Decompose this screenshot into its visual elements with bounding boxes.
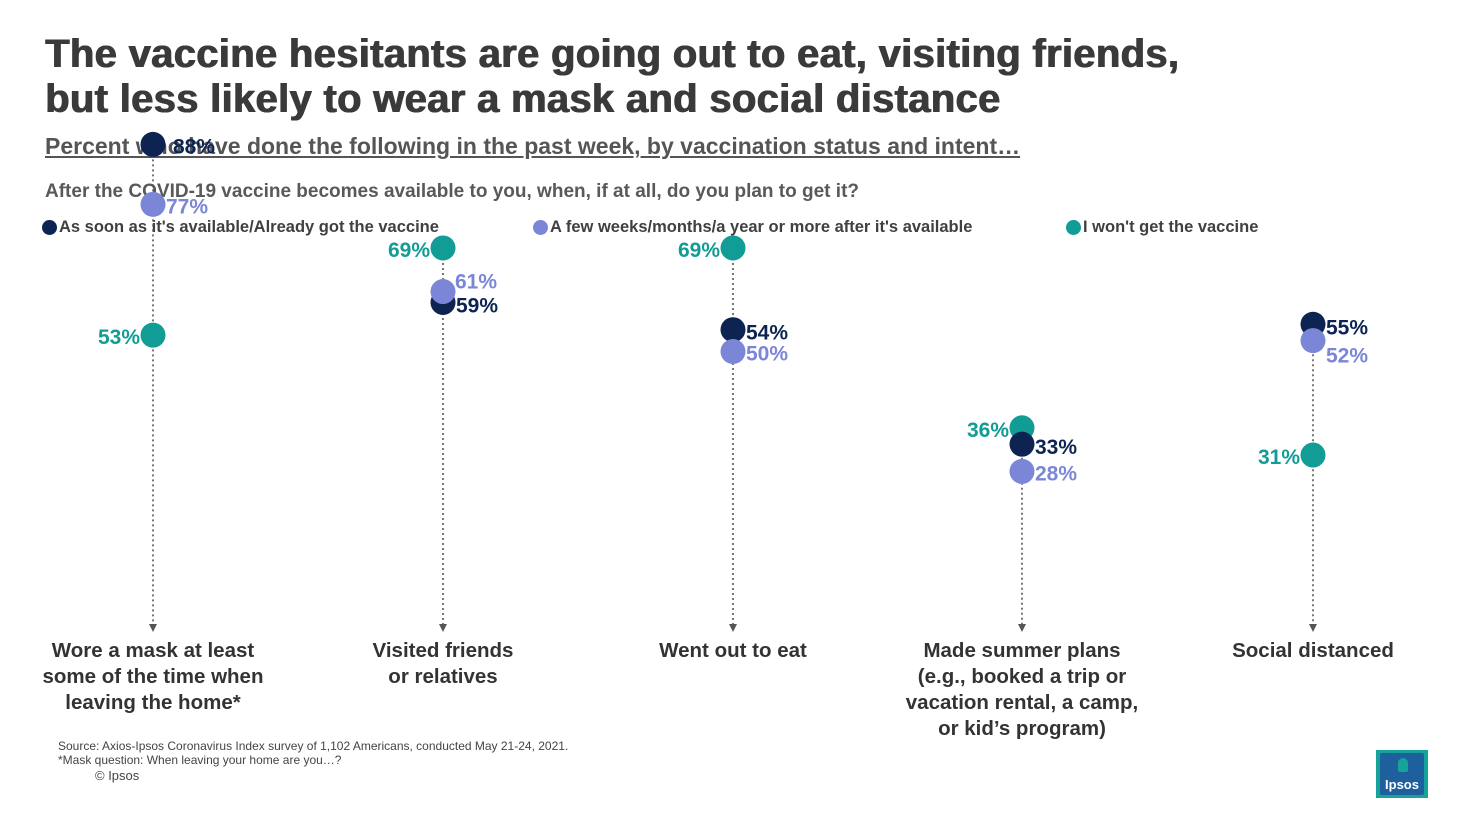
arrow-down-icon (149, 624, 157, 632)
legend-item-later: A few weeks/months/a year or more after … (533, 218, 972, 237)
legend-label-wont: I won't get the vaccine (1083, 218, 1259, 236)
category-label: Visited friends or relatives (373, 639, 514, 688)
logo-panel: Ipsos (1380, 753, 1424, 795)
arrow-down-icon (1018, 624, 1026, 632)
legend-label-soon: As soon as it's available/Already got th… (59, 218, 439, 236)
chart-title: The vaccine hesitants are going out to e… (45, 32, 1445, 122)
value-label-soon: 88% (173, 135, 215, 158)
dot-later (1300, 328, 1326, 354)
title-line-2: but less likely to wear a mask and socia… (45, 77, 1001, 121)
arrow-down-icon (439, 624, 447, 632)
value-label-later: 52% (1326, 345, 1368, 368)
value-label-wont: 36% (967, 419, 1009, 442)
dot-wont (430, 235, 456, 261)
value-label-soon: 54% (746, 322, 788, 345)
value-label-wont: 69% (678, 239, 720, 262)
legend-item-soon: As soon as it's available/Already got th… (42, 218, 439, 237)
value-label-wont: 31% (1258, 446, 1300, 469)
survey-question: After the COVID-19 vaccine becomes avail… (45, 181, 860, 202)
dot-later (720, 339, 746, 364)
legend-dot-later (533, 220, 548, 235)
chart-subtitle: Percent who have done the following in t… (45, 133, 1021, 159)
legend-label-later: A few weeks/months/a year or more after … (550, 218, 973, 236)
title-line-1: The vaccine hesitants are going out to e… (45, 32, 1180, 76)
footnote-source: Source: Axios-Ipsos Coronavirus Index su… (58, 739, 569, 753)
category-label: Made summer plans (e.g., booked a trip or… (906, 639, 1138, 740)
value-label-soon: 59% (456, 294, 498, 317)
value-label-soon: 33% (1035, 436, 1077, 459)
dot-soon (140, 131, 166, 157)
dot-wont (140, 322, 166, 348)
category-label: Social distanced (1232, 639, 1394, 662)
value-label-later: 28% (1035, 462, 1077, 485)
value-label-later: 77% (166, 195, 208, 218)
dot-later (140, 191, 166, 217)
footnote-mask: *Mask question: When leaving your home a… (58, 753, 342, 767)
logo-head-shape (1398, 758, 1408, 772)
category-label: Went out to eat (659, 639, 807, 662)
arrow-down-icon (1309, 624, 1317, 632)
footnote: Source: Axios-Ipsos Coronavirus Index su… (58, 739, 568, 767)
value-label-later: 61% (455, 271, 497, 294)
dot-soon (720, 317, 746, 343)
value-label-later: 50% (746, 343, 788, 366)
legend-dot-soon (42, 220, 57, 235)
dot-later (1009, 458, 1035, 484)
arrow-down-icon (729, 624, 737, 632)
copyright: © Ipsos (95, 768, 140, 783)
value-label-soon: 55% (1326, 316, 1368, 339)
legend-dot-wont (1066, 220, 1081, 235)
ipsos-logo: Ipsos (1376, 750, 1428, 798)
value-label-wont: 69% (388, 239, 430, 262)
legend: As soon as it's available/Already got th… (42, 218, 1442, 242)
value-label-wont: 53% (98, 326, 140, 349)
dot-wont (720, 235, 746, 261)
dot-soon (1009, 431, 1035, 457)
category-label: Wore a mask at least some of the time whe… (43, 639, 264, 714)
logo-text: Ipsos (1385, 777, 1419, 792)
dot-wont (1300, 442, 1326, 468)
dot-later (430, 279, 456, 305)
legend-item-wont: I won't get the vaccine (1066, 218, 1258, 237)
